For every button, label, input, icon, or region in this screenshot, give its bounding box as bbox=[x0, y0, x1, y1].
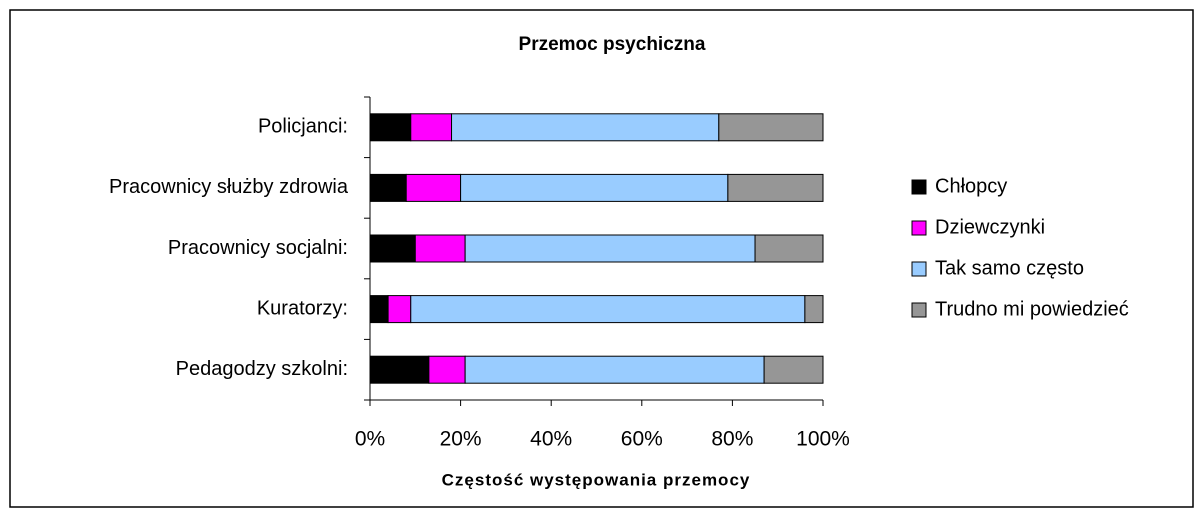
legend-swatch bbox=[911, 302, 927, 318]
bar-segment bbox=[451, 113, 720, 142]
category-label: Policjanci: bbox=[258, 116, 348, 138]
bar-segment bbox=[754, 234, 824, 263]
bar-segment bbox=[718, 113, 824, 142]
x-tick-label: 40% bbox=[530, 428, 572, 451]
bar-segment bbox=[369, 113, 412, 142]
x-tick-label: 0% bbox=[355, 428, 385, 451]
bar-segment bbox=[369, 295, 389, 324]
bar-segment bbox=[763, 355, 824, 384]
legend-label: Chłopcy bbox=[935, 175, 1007, 197]
bar-segment bbox=[428, 355, 466, 384]
chart-title: Przemoc psychiczna bbox=[519, 34, 706, 55]
x-tick-label: 20% bbox=[440, 428, 482, 451]
legend-swatch bbox=[911, 220, 927, 236]
legend-label: Trudno mi powiedzieć bbox=[935, 298, 1129, 320]
bar-segment bbox=[405, 173, 462, 202]
category-label: Kuratorzy: bbox=[257, 297, 348, 319]
legend-label: Dziewczynki bbox=[935, 216, 1045, 238]
category-label: Pedagodzy szkolni: bbox=[176, 358, 348, 380]
bar-segment bbox=[410, 113, 453, 142]
bar-segment bbox=[464, 234, 756, 263]
x-axis-title: Częstość występowania przemocy bbox=[442, 470, 751, 489]
bar-segment bbox=[387, 295, 412, 324]
bar-segment bbox=[410, 295, 806, 324]
bar-segment bbox=[727, 173, 824, 202]
bar-segment bbox=[369, 173, 407, 202]
x-tick-label: 80% bbox=[711, 428, 753, 451]
x-tick-label: 60% bbox=[621, 428, 663, 451]
bar-segment bbox=[369, 355, 430, 384]
legend-swatch bbox=[911, 261, 927, 277]
bar-segment bbox=[369, 234, 416, 263]
bar-segment bbox=[804, 295, 824, 324]
x-tick-label: 100% bbox=[796, 428, 850, 451]
category-label: Pracownicy socjalni: bbox=[168, 237, 348, 259]
category-label: Pracownicy służby zdrowia bbox=[109, 176, 349, 198]
bar-segment bbox=[414, 234, 466, 263]
bar-segment bbox=[460, 173, 729, 202]
legend-label: Tak samo często bbox=[935, 257, 1084, 279]
bar-segment bbox=[464, 355, 765, 384]
legend-swatch bbox=[911, 179, 927, 195]
